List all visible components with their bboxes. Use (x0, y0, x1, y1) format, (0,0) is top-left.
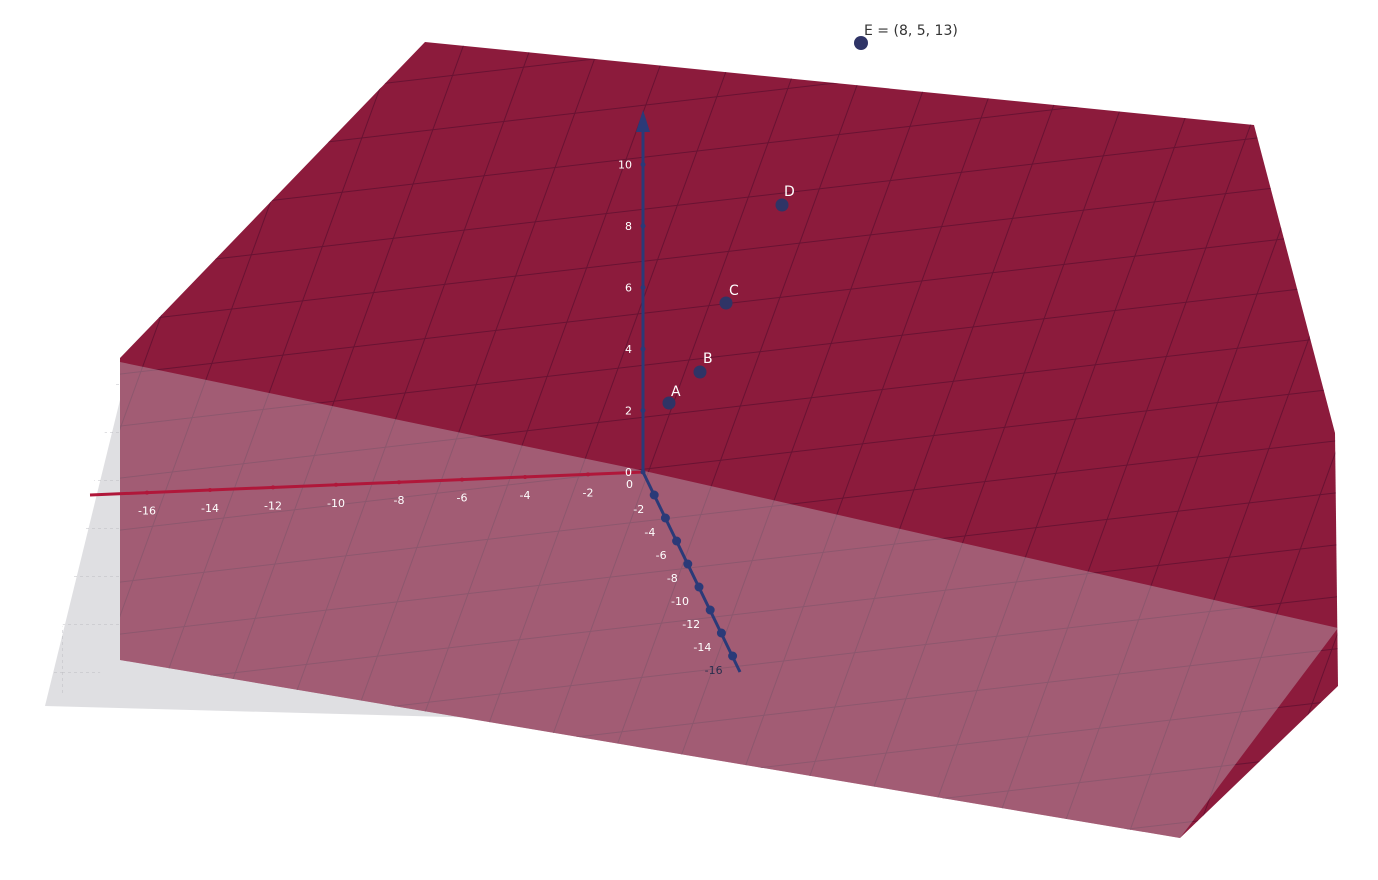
x-tick-mark (586, 472, 590, 476)
x-tick-label: -10 (327, 497, 345, 510)
y-tick-label: -16 (705, 664, 723, 677)
x-tick-mark (208, 488, 212, 492)
plane-grid-line (0, 0, 1378, 24)
y-tick-mark (661, 514, 670, 523)
y-tick-label: 0 (626, 478, 633, 491)
plane-grid-line (0, 0, 4, 880)
z-tick-mark (641, 470, 646, 475)
x-tick-label: -6 (457, 492, 468, 505)
z-tick-label: 8 (625, 220, 632, 233)
point-label: B (703, 351, 713, 367)
z-tick-mark (641, 224, 646, 229)
x-tick-label: -4 (520, 489, 531, 502)
z-tick-mark (641, 408, 646, 413)
x-tick-label: -14 (201, 502, 219, 515)
x-tick-label: -16 (138, 505, 156, 518)
z-tick-mark (641, 285, 646, 290)
y-tick-mark (683, 560, 692, 569)
y-tick-label: -12 (682, 618, 700, 631)
point-E[interactable]: E = (8, 5, 13) (854, 23, 958, 50)
x-tick-mark (271, 485, 275, 489)
z-tick-label: 10 (618, 159, 632, 172)
x-tick-label: -2 (583, 486, 594, 499)
y-tick-label: -10 (671, 595, 689, 608)
z-tick-label: 6 (625, 282, 632, 295)
z-tick-label: 2 (625, 405, 632, 418)
plane-grid-line (0, 852, 1378, 880)
point-label: D (784, 184, 795, 200)
z-tick-label: 0 (625, 466, 632, 479)
y-tick-mark (717, 629, 726, 638)
y-tick-label: -8 (667, 572, 678, 585)
y-tick-label: -2 (633, 503, 644, 516)
y-tick-mark (672, 537, 681, 546)
x-tick-mark (145, 491, 149, 495)
z-tick-mark (641, 347, 646, 352)
point-label: C (729, 283, 739, 299)
y-tick-mark (706, 606, 715, 615)
plane-grid-line (0, 0, 1378, 76)
y-tick-mark (650, 491, 659, 500)
z-tick-mark (641, 162, 646, 167)
y-tick-mark (728, 652, 737, 661)
x-tick-mark (460, 478, 464, 482)
y-tick-label: -14 (693, 641, 711, 654)
x-tick-label: -8 (394, 494, 405, 507)
plane-grid-line (0, 0, 72, 880)
y-tick-label: -6 (656, 549, 667, 562)
y-tick-mark (695, 583, 704, 592)
x-tick-mark (397, 480, 401, 484)
ground-plane-grid (45, 362, 120, 706)
y-tick-label: -4 (644, 526, 655, 539)
x-tick-mark (334, 483, 338, 487)
point-label: E = (8, 5, 13) (864, 23, 958, 39)
x-tick-mark (523, 475, 527, 479)
point-label: A (671, 384, 681, 400)
z-tick-label: 4 (625, 343, 632, 356)
x-tick-label: -12 (264, 499, 282, 512)
